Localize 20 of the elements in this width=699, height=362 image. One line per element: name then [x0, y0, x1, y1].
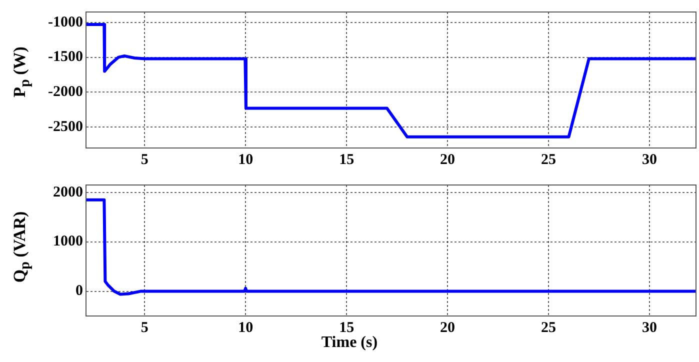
x-tick-label: 15: [339, 152, 354, 168]
x-tick-label: 30: [642, 152, 658, 168]
x-tick-label: 15: [339, 320, 354, 336]
x-tick-label: 25: [541, 320, 556, 336]
x-tick-label: 30: [642, 320, 658, 336]
x-tick-label: 10: [238, 320, 254, 336]
y-tick-label: -2500: [48, 118, 83, 135]
x-tick-label: 25: [541, 152, 556, 168]
y-tick-label: 0: [76, 283, 83, 300]
x-tick-label: 5: [140, 320, 148, 336]
x-tick-label: 20: [440, 320, 456, 336]
y-tick-label: 1000: [53, 234, 83, 250]
x-axis-title: Time (s): [320, 334, 379, 352]
x-tick-label: 5: [140, 152, 148, 168]
y-tick-label: -2000: [48, 84, 83, 100]
x-tick-label: 20: [440, 152, 456, 168]
y-tick-label: 2000: [53, 184, 83, 200]
x-tick-label: 10: [238, 152, 254, 168]
y-tick-label: -1500: [48, 49, 83, 66]
y-tick-label: -1000: [48, 14, 83, 30]
